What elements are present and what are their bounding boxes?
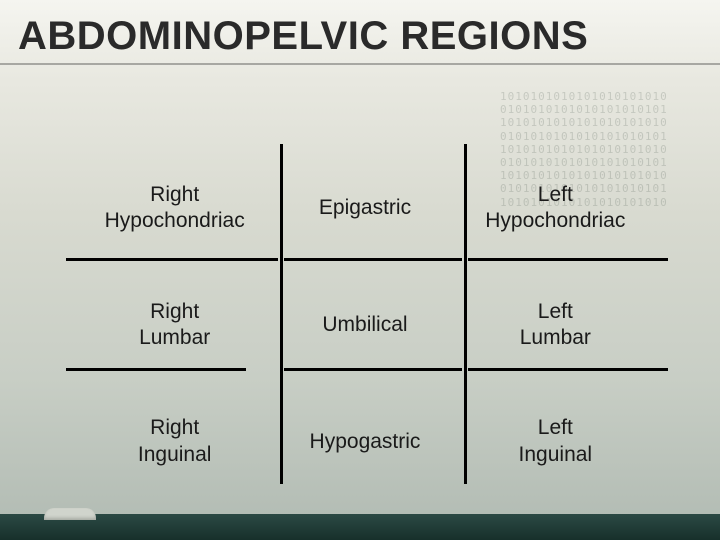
grid-divider-horizontal <box>468 368 668 371</box>
grid-divider-vertical <box>280 144 283 484</box>
grid-divider-horizontal <box>66 258 278 261</box>
cell-right-inguinal: Right Inguinal <box>70 383 279 500</box>
cell-umbilical: Umbilical <box>279 267 450 384</box>
grid-divider-horizontal <box>284 258 462 261</box>
cell-left-lumbar: Left Lumbar <box>451 267 660 384</box>
regions-grid-container: Right Hypochondriac Epigastric Left Hypo… <box>70 150 660 500</box>
cell-left-inguinal: Left Inguinal <box>451 383 660 500</box>
cell-left-hypochondriac: Left Hypochondriac <box>451 150 660 267</box>
grid-divider-horizontal <box>284 368 462 371</box>
cell-epigastric: Epigastric <box>279 150 450 267</box>
grid-divider-horizontal <box>66 368 246 371</box>
grid-divider-horizontal <box>468 258 668 261</box>
cell-right-hypochondriac: Right Hypochondriac <box>70 150 279 267</box>
regions-grid: Right Hypochondriac Epigastric Left Hypo… <box>70 150 660 500</box>
footer-accent-bar <box>0 514 720 540</box>
cell-right-lumbar: Right Lumbar <box>70 267 279 384</box>
cell-hypogastric: Hypogastric <box>279 383 450 500</box>
page-title: ABDOMINOPELVIC REGIONS <box>0 0 720 65</box>
grid-divider-vertical <box>464 144 467 484</box>
